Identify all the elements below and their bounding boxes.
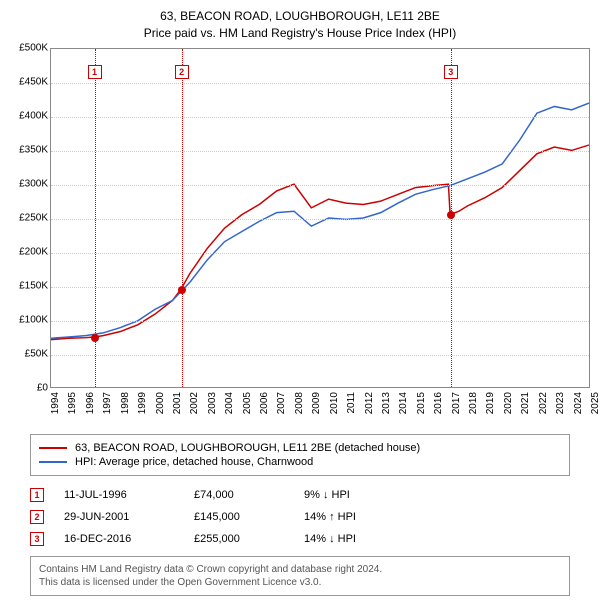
line-series-svg [51,49,589,387]
x-tick-label: 2020 [503,392,514,414]
y-tick-label: £150K [19,280,48,291]
y-tick-label: £400K [19,110,48,121]
x-tick-label: 2002 [189,392,200,414]
legend-label: 63, BEACON ROAD, LOUGHBOROUGH, LE11 2BE … [75,442,420,454]
x-tick-label: 1996 [85,392,96,414]
sale-price: £145,000 [194,511,304,523]
x-tick-label: 2022 [538,392,549,414]
gridline [51,321,589,322]
x-tick-label: 2003 [207,392,218,414]
sale-marker: 3 [30,532,44,546]
y-tick-label: £500K [19,42,48,53]
x-tick-label: 2012 [364,392,375,414]
sale-delta: 14% ↓ HPI [304,533,424,545]
chart-title: 63, BEACON ROAD, LOUGHBOROUGH, LE11 2BE … [10,8,590,42]
x-tick-label: 2011 [346,392,357,414]
x-tick-label: 2023 [555,392,566,414]
title-line-1: 63, BEACON ROAD, LOUGHBOROUGH, LE11 2BE [10,8,590,25]
legend-row: 63, BEACON ROAD, LOUGHBOROUGH, LE11 2BE … [39,441,561,455]
x-axis: 1994 1995 1996 1997 1998 1999 2000 2001 2002 2003… [50,388,590,428]
chart-area: £0 £50K £100K £150K £200K £250K £300K £350K £400… [10,48,590,428]
footer-line-2: This data is licensed under the Open Gov… [39,576,561,589]
legend-swatch [39,447,67,449]
x-tick-label: 2017 [451,392,462,414]
y-tick-label: £0 [37,382,48,393]
event-vline [182,49,183,387]
x-tick-label: 2019 [485,392,496,414]
y-axis: £0£50K£100K£150K£200K£250K£300K£350K£400… [10,48,50,388]
x-tick-label: 2004 [224,392,235,414]
x-tick-label: 1995 [67,392,78,414]
x-tick-label: 2025 [590,392,600,414]
plot-area: 1 2 3 [50,48,590,388]
event-point [447,211,455,219]
x-tick-label: 2014 [398,392,409,414]
title-line-2: Price paid vs. HM Land Registry's House … [10,25,590,42]
x-tick-label: 1994 [50,392,61,414]
sale-row: 3 16-DEC-2016£255,00014% ↓ HPI [30,528,570,550]
sale-marker: 2 [30,510,44,524]
gridline [51,287,589,288]
x-tick-label: 2010 [329,392,340,414]
y-tick-label: £200K [19,246,48,257]
footer-line-1: Contains HM Land Registry data © Crown c… [39,563,561,576]
y-tick-label: £50K [25,348,48,359]
gridline [51,355,589,356]
gridline [51,117,589,118]
gridline [51,219,589,220]
sale-date: 11-JUL-1996 [64,489,194,501]
gridline [51,185,589,186]
y-tick-label: £450K [19,76,48,87]
x-tick-label: 1998 [120,392,131,414]
x-tick-label: 2006 [259,392,270,414]
sale-delta: 9% ↓ HPI [304,489,424,501]
y-tick-label: £100K [19,314,48,325]
y-tick-label: £350K [19,144,48,155]
legend-label: HPI: Average price, detached house, Char… [75,456,313,468]
x-tick-label: 2015 [416,392,427,414]
x-tick-label: 2013 [381,392,392,414]
legend-row: HPI: Average price, detached house, Char… [39,455,561,469]
chart-container: 63, BEACON ROAD, LOUGHBOROUGH, LE11 2BE … [0,0,600,604]
x-tick-label: 2024 [573,392,584,414]
sale-price: £255,000 [194,533,304,545]
event-marker-box: 2 [175,65,189,79]
x-tick-label: 2008 [294,392,305,414]
series-line-hpi [51,103,589,338]
x-tick-label: 1999 [137,392,148,414]
y-tick-label: £250K [19,212,48,223]
legend-swatch [39,461,67,463]
sale-date: 29-JUN-2001 [64,511,194,523]
legend: 63, BEACON ROAD, LOUGHBOROUGH, LE11 2BE … [30,434,570,476]
x-tick-label: 1997 [102,392,113,414]
x-tick-label: 2007 [276,392,287,414]
x-tick-label: 2021 [520,392,531,414]
sale-price: £74,000 [194,489,304,501]
sales-table: 1 11-JUL-1996£74,0009% ↓ HPI 2 29-JUN-2001£… [30,484,570,550]
x-tick-label: 2005 [242,392,253,414]
x-tick-label: 2001 [172,392,183,414]
x-tick-label: 2016 [433,392,444,414]
sale-row: 2 29-JUN-2001£145,00014% ↑ HPI [30,506,570,528]
event-point [91,334,99,342]
gridline [51,253,589,254]
sale-row: 1 11-JUL-1996£74,0009% ↓ HPI [30,484,570,506]
event-marker-box: 1 [88,65,102,79]
event-marker-box: 3 [444,65,458,79]
sale-marker: 1 [30,488,44,502]
x-tick-label: 2018 [468,392,479,414]
x-tick-label: 2000 [155,392,166,414]
sale-delta: 14% ↑ HPI [304,511,424,523]
sale-date: 16-DEC-2016 [64,533,194,545]
gridline [51,151,589,152]
y-tick-label: £300K [19,178,48,189]
series-line-price_paid [51,145,589,340]
x-tick-label: 2009 [311,392,322,414]
gridline [51,83,589,84]
event-point [178,286,186,294]
